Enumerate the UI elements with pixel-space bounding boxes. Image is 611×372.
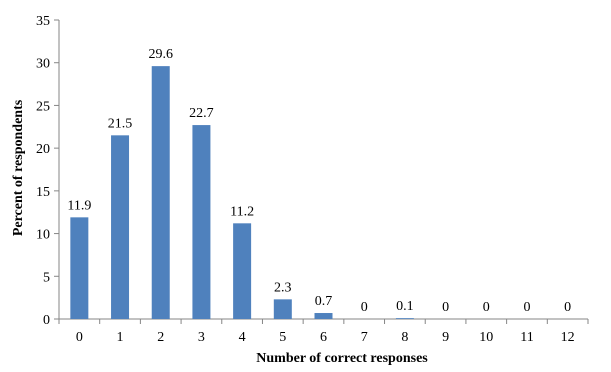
x-tick-label: 0: [76, 330, 83, 345]
bar: [233, 223, 252, 319]
x-tick-label: 12: [561, 330, 575, 345]
y-tick-label: 20: [36, 142, 50, 157]
y-tick-label: 30: [36, 57, 50, 72]
bars: [70, 66, 414, 319]
x-tick-label: 1: [117, 330, 124, 345]
data-label: 11.9: [67, 198, 91, 213]
x-tick-label: 4: [239, 330, 246, 345]
data-label: 0: [564, 300, 571, 315]
data-label: 0: [523, 300, 530, 315]
y-axis-title: Percent of respondents: [11, 99, 26, 236]
x-tick-label: 5: [279, 330, 286, 345]
x-tick-label: 7: [361, 330, 368, 345]
bar: [111, 135, 130, 319]
data-label: 29.6: [148, 47, 173, 62]
y-tick-label: 15: [36, 185, 50, 200]
x-tick-label: 6: [320, 330, 327, 345]
data-label: 0: [442, 300, 449, 315]
bar: [151, 66, 170, 319]
y-tick-label: 5: [43, 270, 50, 285]
data-label: 0.7: [315, 294, 333, 309]
y-tick-label: 10: [36, 228, 50, 243]
x-tick-label: 11: [520, 330, 533, 345]
bar: [395, 318, 414, 319]
x-tick-label: 2: [157, 330, 164, 345]
data-label: 0: [483, 300, 490, 315]
data-label: 2.3: [274, 280, 292, 295]
bar: [192, 125, 211, 319]
y-tick-label: 25: [36, 99, 50, 114]
x-tick-label: 8: [401, 330, 408, 345]
data-label: 11.2: [230, 204, 254, 219]
axes: [54, 19, 589, 324]
data-label: 22.7: [189, 106, 214, 121]
x-tick-label: 9: [442, 330, 449, 345]
data-labels: 11.9 21.5 29.6 22.7 11.2 2.3 0.7 0 0.1 0 0 0 0: [67, 47, 571, 315]
data-label: 0.1: [396, 299, 414, 314]
x-axis-title: Number of correct responses: [256, 351, 428, 366]
y-tick-label: 35: [36, 14, 50, 29]
data-label: 0: [361, 300, 368, 315]
x-tick-label: 10: [479, 330, 493, 345]
bar: [70, 217, 89, 319]
x-tick-label: 3: [198, 330, 205, 345]
data-label: 21.5: [108, 116, 133, 131]
bar: [314, 313, 333, 319]
bar: [273, 299, 292, 319]
y-tick-label: 0: [43, 313, 50, 328]
